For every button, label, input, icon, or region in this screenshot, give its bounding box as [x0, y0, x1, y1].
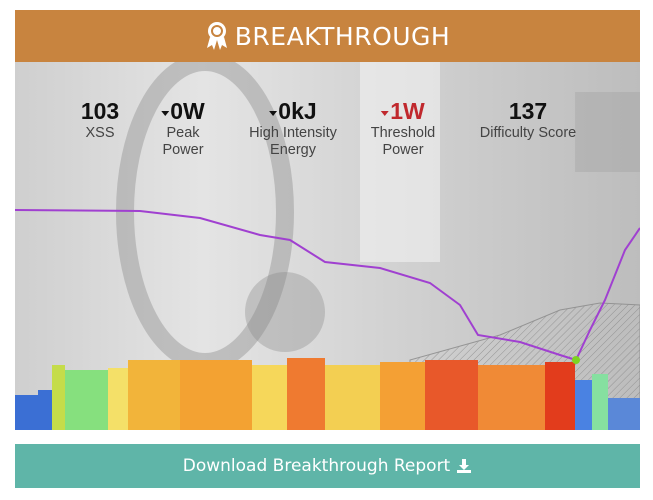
trend-down-icon	[269, 110, 278, 116]
stat-value-text: 0W	[170, 98, 205, 124]
interval-bar	[478, 365, 545, 430]
interval-bar	[38, 390, 52, 430]
stat-label: XSS	[85, 125, 115, 141]
breakthrough-card: BREAKTHROUGH 103 XSS 0W Peak Power 0kJ High In…	[15, 10, 640, 488]
stat-value-text: 103	[80, 98, 120, 124]
stat: 137 Difficulty Score	[480, 98, 576, 142]
stat-value: 103	[81, 98, 119, 125]
stat-value-text: 0kJ	[278, 98, 317, 124]
interval-bar	[108, 368, 128, 430]
stat-value: 1W	[371, 98, 435, 125]
download-icon[interactable]	[456, 458, 472, 474]
stat-value: 0kJ	[249, 98, 337, 125]
stat-label: Power	[162, 142, 204, 158]
stat-label: Peak	[166, 125, 200, 141]
header: BREAKTHROUGH	[15, 10, 640, 62]
interval-bar	[325, 365, 380, 430]
interval-bar	[52, 365, 65, 430]
interval-bar	[380, 362, 425, 430]
stat: 0kJ High Intensity Energy	[249, 98, 337, 159]
power-line	[15, 209, 640, 362]
stat-label: Difficulty Score	[479, 125, 577, 141]
download-button[interactable]: Download Breakthrough Report	[15, 444, 640, 488]
interval-bar	[425, 360, 478, 430]
button-label[interactable]: Download Breakthrough Report	[182, 456, 451, 476]
interval-bar	[545, 362, 575, 430]
stats-row: 103 XSS 0W Peak Power 0kJ High Intensity Energy…	[15, 98, 640, 178]
stat: 103 XSS	[81, 98, 119, 142]
stat-label: Energy	[270, 142, 316, 158]
interval-bar	[575, 380, 592, 430]
trend-down-icon	[381, 110, 390, 116]
badge-icon	[206, 22, 227, 50]
interval-bar	[252, 365, 287, 430]
header-title: BREAKTHROUGH	[234, 21, 451, 51]
current-marker	[572, 356, 580, 364]
stat-value-text: 1W	[390, 98, 425, 124]
trend-down-icon	[161, 110, 170, 116]
stat-label: Power	[382, 142, 424, 158]
interval-bar	[592, 374, 608, 430]
stat-value-text: 137	[508, 98, 548, 124]
interval-bar	[15, 395, 38, 430]
interval-bar	[287, 358, 325, 430]
workout-chart	[15, 209, 640, 430]
interval-bar	[608, 398, 640, 430]
interval-bar	[65, 370, 108, 430]
stat-label: High Intensity	[249, 125, 337, 141]
stat: 1W Threshold Power	[371, 98, 435, 159]
interval-bar	[180, 360, 252, 430]
stat-value: 137	[480, 98, 576, 125]
stat: 0W Peak Power	[161, 98, 205, 159]
interval-bar	[128, 360, 180, 430]
photo-shapes	[116, 62, 640, 371]
stat-label: Threshold	[370, 125, 436, 141]
stat-value: 0W	[161, 98, 205, 125]
